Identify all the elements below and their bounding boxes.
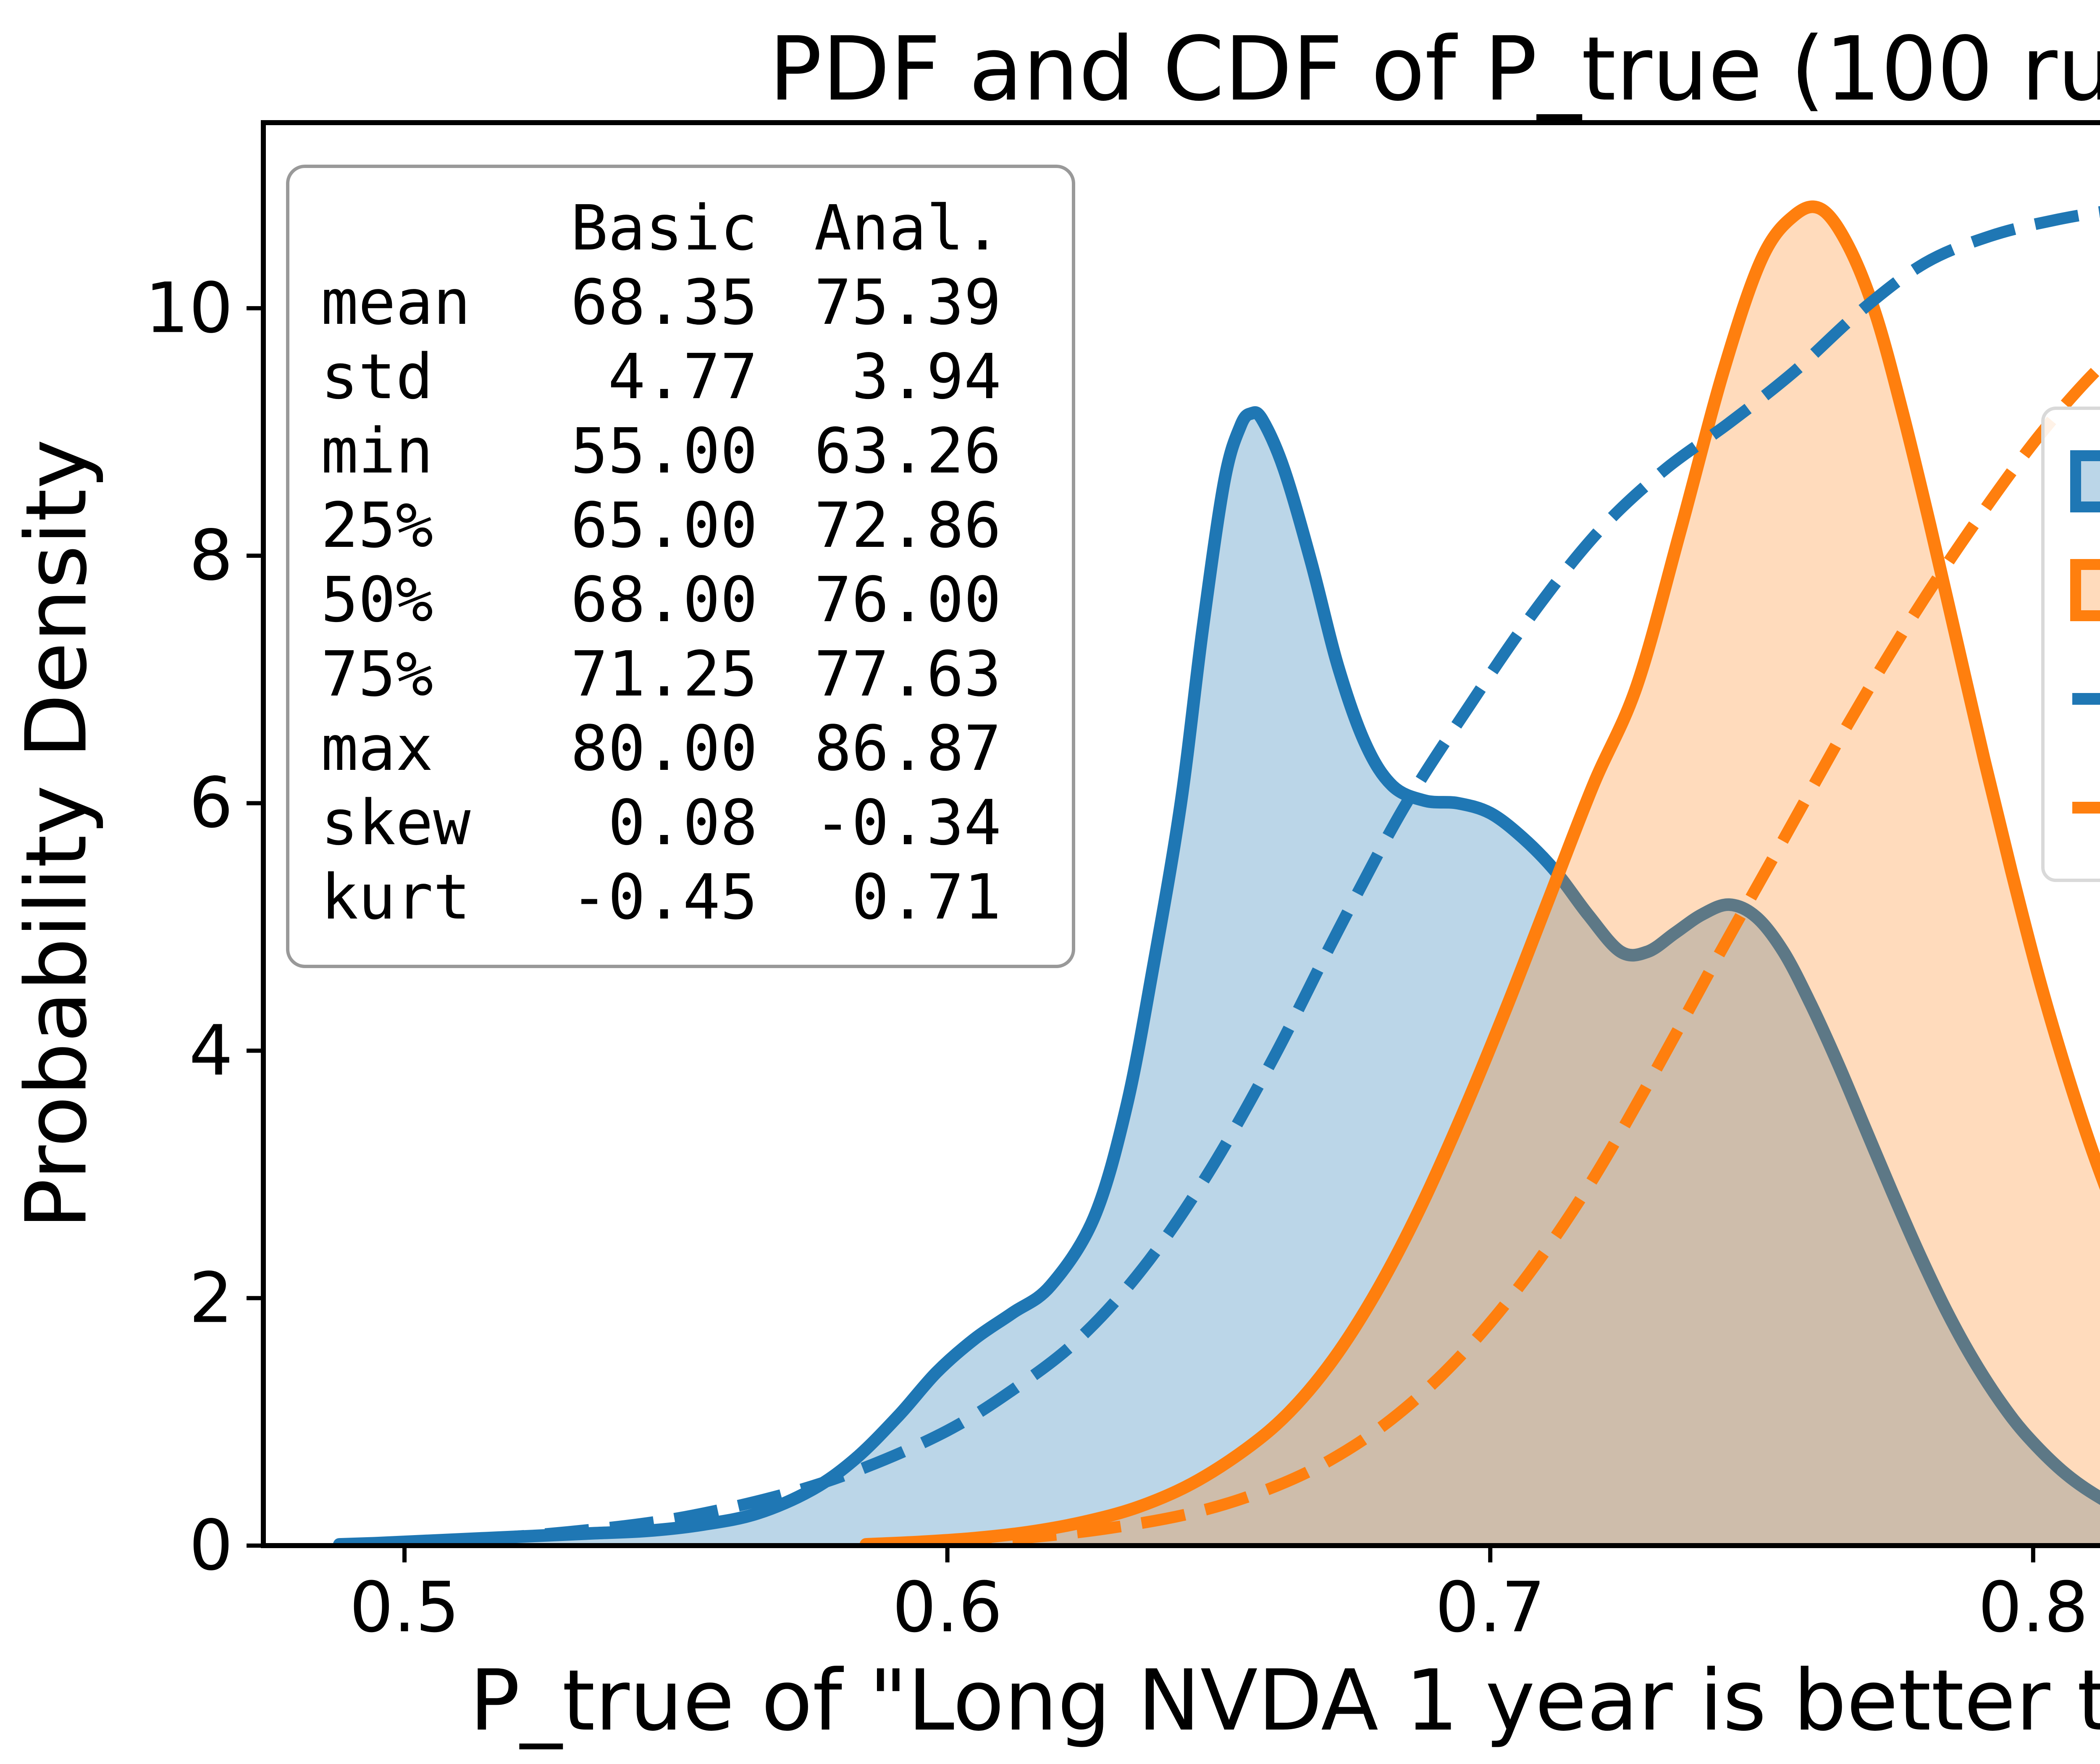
x-tick-label: 0.8 — [1978, 1567, 2089, 1648]
y-left-tick-label: 2 — [189, 1257, 233, 1339]
stats-header-anal: Anal. — [814, 192, 1001, 264]
stats-cell: kurt — [321, 861, 471, 933]
stats-cell: std — [321, 341, 433, 413]
stats-cell: 75% — [321, 638, 433, 710]
stats-cell: 71.25 — [570, 638, 758, 710]
stats-cell: 75.39 — [814, 266, 1001, 339]
y-left-tick-label: 6 — [189, 762, 233, 843]
stats-row: 75% 71.25 77.63 — [321, 637, 1040, 711]
stats-cell: max — [321, 712, 433, 785]
x-tick-label: 0.5 — [349, 1567, 460, 1648]
stats-row: skew 0.08 -0.34 — [321, 786, 1040, 860]
y-left-tick-label: 4 — [189, 1010, 233, 1091]
analytica-dashed-line-icon — [2072, 801, 2100, 814]
stats-cell: 25% — [321, 489, 433, 562]
stats-cell: -0.34 — [814, 787, 1001, 859]
stats-row: kurt -0.45 0.71 — [321, 860, 1040, 934]
legend-item-anal-cdf: + Anal. (CDF) — [2070, 768, 2100, 848]
stats-cell: 68.35 — [570, 266, 758, 339]
stats-cell: 0.08 — [608, 787, 758, 859]
chart-title: PDF and CDF of P_true (100 runs) — [769, 18, 2100, 121]
x-tick-label: 0.7 — [1435, 1567, 1546, 1648]
stats-cell: mean — [321, 266, 471, 339]
basic-patch-icon — [2070, 450, 2100, 512]
stats-cell: skew — [321, 787, 471, 859]
stats-cell: min — [321, 415, 433, 487]
legend: Basic Search + Analytica Basic. (CDF) + … — [2041, 407, 2100, 882]
analytica-cdf-dashed-line — [947, 359, 2100, 1546]
stats-cell: 80.00 — [570, 712, 758, 785]
stats-cell: 72.86 — [814, 489, 1001, 562]
stats-table: Basic Anal. mean 68.35 75.39 std 4.77 3.94 min… — [286, 165, 1075, 968]
stats-cell: 3.94 — [851, 341, 1001, 413]
stats-header-spacer — [321, 191, 506, 265]
basic-pdf-area — [339, 412, 2100, 1546]
stats-cell: 68.00 — [570, 564, 758, 636]
stats-row: std 4.77 3.94 — [321, 340, 1040, 414]
x-tick-label: 0.6 — [892, 1567, 1003, 1648]
stats-row: max 80.00 86.87 — [321, 711, 1040, 786]
basic-dashed-line-icon — [2072, 693, 2100, 705]
stats-cell: -0.45 — [570, 861, 758, 933]
y-left-tick-label: 8 — [189, 515, 233, 596]
axes-spines — [261, 120, 2100, 1548]
y-left-tick-label: 10 — [145, 268, 233, 349]
stats-row: 25% 65.00 72.86 — [321, 488, 1040, 563]
stats-cell: 77.63 — [814, 638, 1001, 710]
legend-item-basic-cdf: Basic. (CDF) — [2070, 659, 2100, 739]
x-axis-label: P_true of "Long NVDA 1 year is better th… — [469, 1652, 2100, 1750]
stats-cell: 65.00 — [570, 489, 758, 562]
stats-cell: 76.00 — [814, 564, 1001, 636]
y-left-tick-label: 0 — [189, 1505, 233, 1586]
stats-header-basic: Basic — [570, 192, 758, 264]
stats-rows: mean 68.35 75.39 std 4.77 3.94 min 55.00 63.26 25… — [321, 265, 1040, 934]
stats-cell: 55.00 — [570, 415, 758, 487]
analytica-patch-icon — [2070, 559, 2100, 621]
stats-row: mean 68.35 75.39 — [321, 265, 1040, 340]
legend-item-analytica: + Analytica — [2070, 550, 2100, 630]
stats-cell: 50% — [321, 564, 433, 636]
stats-cell: 0.71 — [851, 861, 1001, 933]
analytica-pdf-line — [859, 200, 2100, 1546]
stats-cell: 4.77 — [608, 341, 758, 413]
stats-cell: 63.26 — [814, 415, 1001, 487]
basic-pdf-line — [333, 406, 2100, 1546]
stats-row: min 55.00 63.26 — [321, 414, 1040, 488]
stats-cell: 86.87 — [814, 712, 1001, 785]
legend-item-basic-search: Basic Search — [2070, 441, 2100, 521]
stats-header-row: Basic Anal. — [321, 191, 1040, 265]
analytica-pdf-area — [866, 207, 2100, 1546]
basic-cdf-dashed-line — [350, 206, 2100, 1546]
stats-row: 50% 68.00 76.00 — [321, 563, 1040, 637]
